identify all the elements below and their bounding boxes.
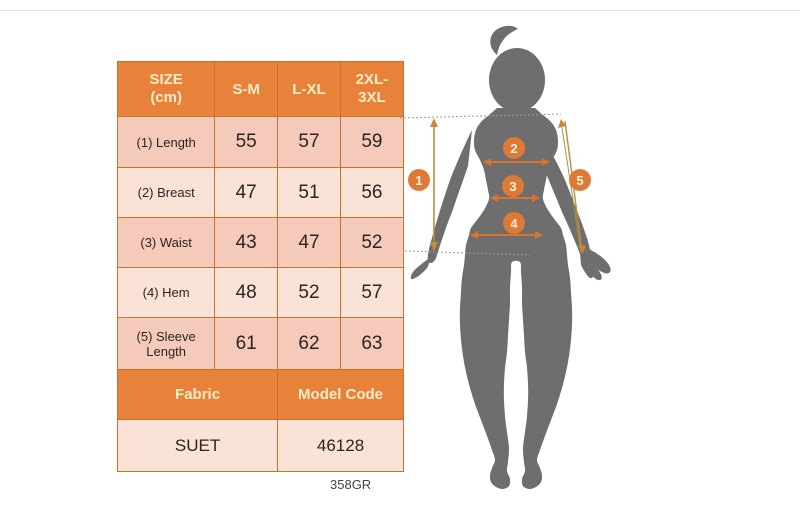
svg-text:3: 3 [509,179,516,194]
svg-text:1: 1 [415,173,422,188]
svg-text:2: 2 [510,141,517,156]
svg-text:5: 5 [576,173,583,188]
svg-text:4: 4 [510,216,518,231]
